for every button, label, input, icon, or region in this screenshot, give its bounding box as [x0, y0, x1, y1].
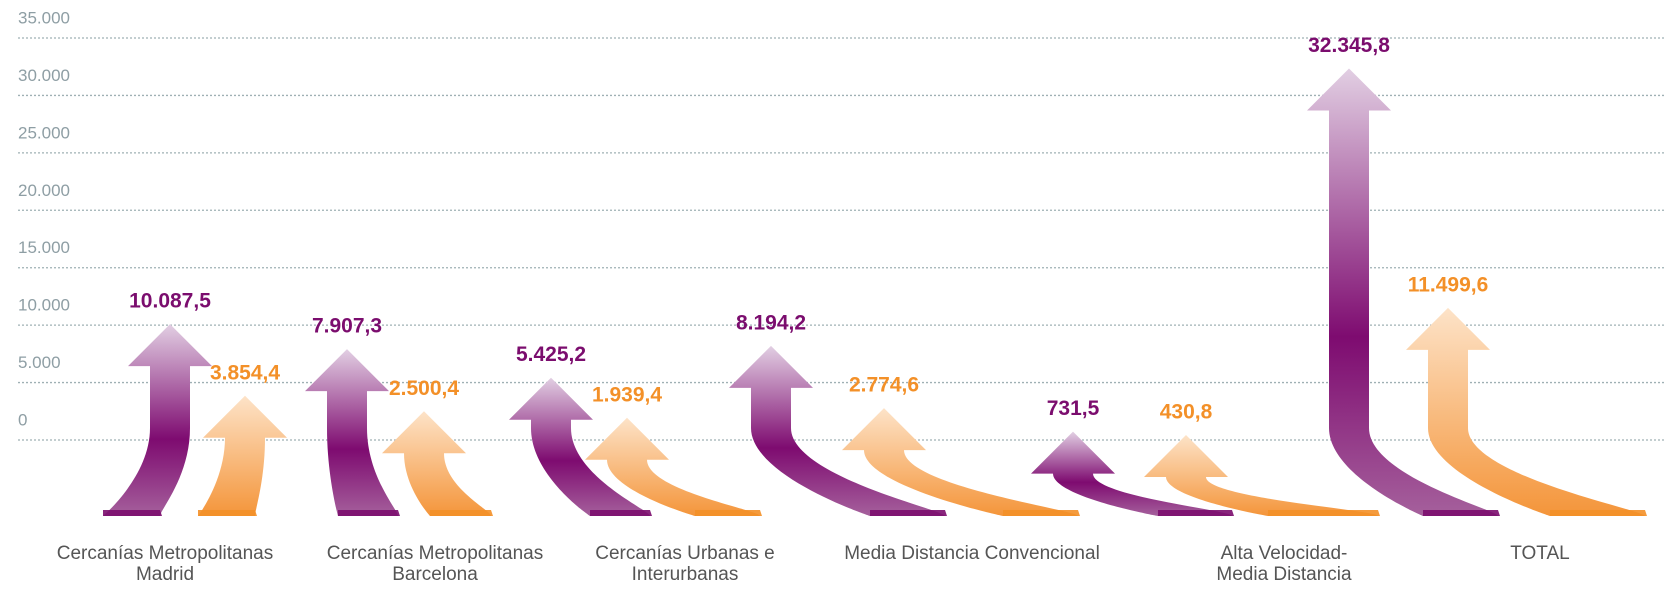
- arrow: [382, 411, 491, 516]
- value-label: 11.499,6: [1408, 273, 1489, 296]
- value-label: 1.939,4: [592, 383, 662, 406]
- arrow: [1307, 68, 1498, 516]
- arrow: [1144, 435, 1378, 516]
- x-tick-label: TOTAL: [1510, 543, 1570, 564]
- arrow-foot: [430, 510, 493, 516]
- value-label: 3.854,4: [210, 361, 280, 384]
- value-label: 8.194,2: [736, 311, 806, 334]
- x-tick-label: Cercanías Metropolitanas Madrid: [56, 543, 274, 585]
- arrow: [729, 345, 945, 516]
- value-label: 10.087,5: [129, 290, 211, 313]
- value-label: 2.500,4: [389, 377, 459, 400]
- arrow: [198, 395, 287, 516]
- arrow-foot: [338, 510, 400, 516]
- value-label: 5.425,2: [516, 343, 586, 366]
- x-tick-label: Cercanías Metropolitanas Barcelona: [326, 543, 544, 585]
- y-tick-label: 5.000: [18, 353, 61, 372]
- value-label: 32.345,8: [1308, 34, 1390, 57]
- arrow-foot: [1268, 510, 1380, 516]
- y-tick-label: 30.000: [18, 66, 70, 85]
- arrow: [103, 324, 212, 516]
- arrow: [1031, 431, 1232, 516]
- x-tick-label: Media Distancia Convencional: [844, 543, 1100, 564]
- value-label: 7.907,3: [312, 315, 382, 338]
- arrow-foot: [695, 510, 762, 516]
- value-label: 430,8: [1160, 401, 1213, 424]
- arrow-foot: [198, 510, 257, 516]
- arrow-foot: [103, 510, 162, 516]
- y-tick-label: 15.000: [18, 238, 70, 257]
- y-tick-label: 10.000: [18, 296, 70, 315]
- y-tick-label: 20.000: [18, 181, 70, 200]
- y-tick-label: 0: [18, 410, 27, 429]
- arrow-foot: [870, 510, 947, 516]
- arrow: [509, 377, 650, 516]
- x-tick-label: Alta Velocidad-Media Distancia: [1216, 543, 1352, 585]
- arrow-foot: [1158, 510, 1234, 516]
- arrow-foot: [590, 510, 652, 516]
- arrow-foot: [1423, 510, 1500, 516]
- value-label: 731,5: [1047, 397, 1100, 420]
- arrow: [305, 349, 398, 516]
- arrow-foot: [1550, 510, 1647, 516]
- value-label: 2.774,6: [849, 374, 919, 397]
- y-tick-label: 35.000: [18, 8, 70, 27]
- y-tick-label: 25.000: [18, 123, 70, 142]
- arrow: [585, 417, 760, 516]
- x-tick-label: Cercanías Urbanas e Interurbanas: [595, 543, 775, 585]
- arrow: [1406, 307, 1645, 516]
- arrow-foot: [1003, 510, 1080, 516]
- arrow: [842, 408, 1078, 516]
